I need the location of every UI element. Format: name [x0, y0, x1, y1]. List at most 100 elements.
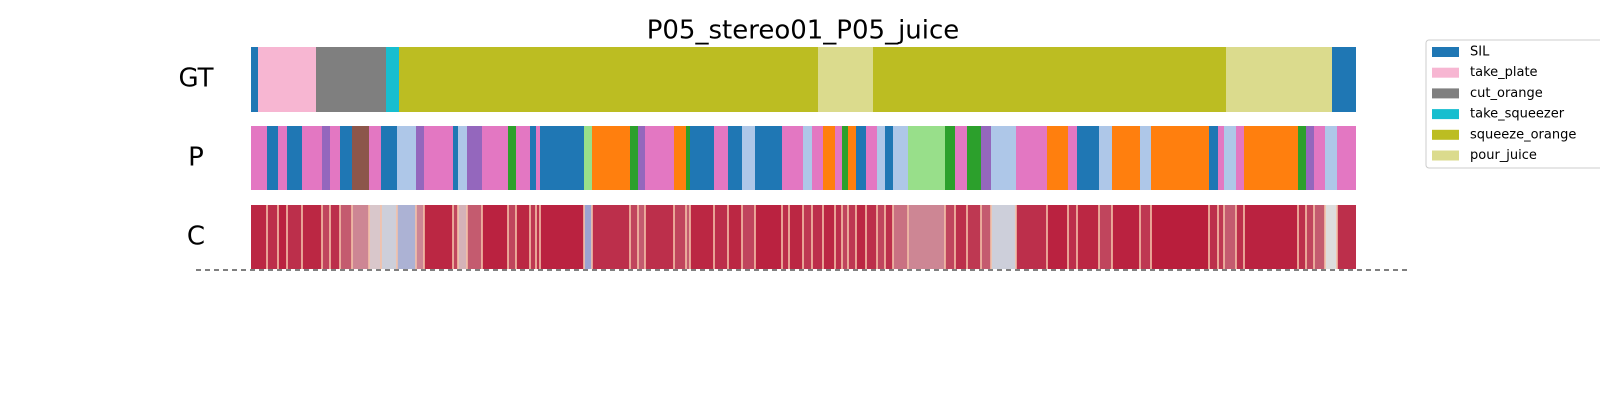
confidence-boundary: [1235, 205, 1237, 269]
confidence-segment: [630, 205, 638, 269]
confidence-boundary: [1067, 205, 1069, 269]
prediction-segment: [516, 126, 530, 190]
confidence-boundary: [754, 205, 756, 269]
confidence-boundary: [892, 205, 894, 269]
prediction-segment: [416, 126, 424, 190]
confidence-segment: [1099, 205, 1112, 269]
prediction-segment: [482, 126, 508, 190]
confidence-segment: [908, 205, 945, 269]
confidence-segment: [877, 205, 885, 269]
confidence-boundary: [884, 205, 886, 269]
confidence-segment: [1112, 205, 1140, 269]
prediction-segment: [530, 126, 536, 190]
confidence-segment: [848, 205, 856, 269]
confidence-boundary: [380, 205, 382, 269]
prediction-segment: [955, 126, 967, 190]
confidence-segment: [945, 205, 955, 269]
confidence-boundary: [1111, 205, 1113, 269]
confidence-segment: [823, 205, 835, 269]
confidence-segment: [267, 205, 278, 269]
confidence-boundary: [673, 205, 675, 269]
confidence-boundary: [907, 205, 909, 269]
prediction-segment: [856, 126, 866, 190]
confidence-boundary: [637, 205, 639, 269]
row-label: GT: [178, 64, 213, 94]
prediction-segment: [714, 126, 728, 190]
confidence-segment: [1224, 205, 1236, 269]
confidence-boundary: [1076, 205, 1078, 269]
confidence-boundary: [535, 205, 537, 269]
confidence-segment: [416, 205, 424, 269]
confidence-boundary: [713, 205, 715, 269]
prediction-segment: [866, 126, 877, 190]
confidence-boundary: [368, 205, 370, 269]
prediction-segment: [1077, 126, 1099, 190]
prediction-segment: [803, 126, 812, 190]
confidence-segment: [1016, 205, 1047, 269]
confidence-segment: [728, 205, 742, 269]
confidence-segment: [638, 205, 645, 269]
confidence-boundary: [1243, 205, 1245, 269]
prediction-segment: [397, 126, 416, 190]
confidence-boundary: [452, 205, 454, 269]
prediction-segment: [340, 126, 352, 190]
prediction-segment: [278, 126, 287, 190]
confidence-segment: [856, 205, 866, 269]
confidence-boundary: [685, 205, 687, 269]
prediction-segment: [592, 126, 630, 190]
confidence-boundary: [788, 205, 790, 269]
legend-swatch: [1432, 109, 1459, 120]
confidence-boundary: [1313, 205, 1315, 269]
confidence-segment: [1325, 205, 1337, 269]
confidence-boundary: [954, 205, 956, 269]
confidence-segment: [893, 205, 908, 269]
confidence-boundary: [351, 205, 353, 269]
confidence-segment: [755, 205, 782, 269]
prediction-segment: [908, 126, 945, 190]
prediction-segment: [789, 126, 803, 190]
confidence-boundary: [847, 205, 849, 269]
confidence-boundary: [990, 205, 992, 269]
prediction-segment: [302, 126, 322, 190]
confidence-segment: [381, 205, 397, 269]
prediction-segment: [508, 126, 516, 190]
confidence-segment: [536, 205, 540, 269]
prediction-segment: [945, 126, 955, 190]
confidence-boundary: [980, 205, 982, 269]
confidence-segment: [1047, 205, 1068, 269]
legend-swatch: [1432, 129, 1459, 140]
confidence-segment: [1298, 205, 1306, 269]
confidence-boundary: [529, 205, 531, 269]
confidence-segment: [645, 205, 674, 269]
confidence-segment: [530, 205, 536, 269]
confidence-segment: [397, 205, 416, 269]
confidence-boundary: [591, 205, 593, 269]
confidence-segment: [322, 205, 330, 269]
confidence-segment: [789, 205, 803, 269]
confidence-boundary: [1223, 205, 1225, 269]
confidence-boundary: [277, 205, 279, 269]
confidence-segment: [352, 205, 369, 269]
confidence-segment: [674, 205, 686, 269]
prediction-segment: [1151, 126, 1209, 190]
confidence-boundary: [727, 205, 729, 269]
confidence-boundary: [1015, 205, 1017, 269]
prediction-segment: [1112, 126, 1140, 190]
prediction-segment: [1047, 126, 1068, 190]
gt-segment: [873, 47, 1226, 112]
confidence-segment: [782, 205, 789, 269]
prediction-segment: [885, 126, 893, 190]
confidence-boundary: [339, 205, 341, 269]
prediction-segment: [877, 126, 885, 190]
chart-title: P05_stereo01_P05_juice: [647, 16, 960, 46]
confidence-boundary: [1139, 205, 1141, 269]
prediction-segment: [540, 126, 584, 190]
confidence-boundary: [822, 205, 824, 269]
confidence-segment: [1314, 205, 1325, 269]
gt-segment: [399, 47, 818, 112]
confidence-boundary: [1297, 205, 1299, 269]
confidence-boundary: [644, 205, 646, 269]
confidence-boundary: [415, 205, 417, 269]
prediction-segment: [742, 126, 755, 190]
